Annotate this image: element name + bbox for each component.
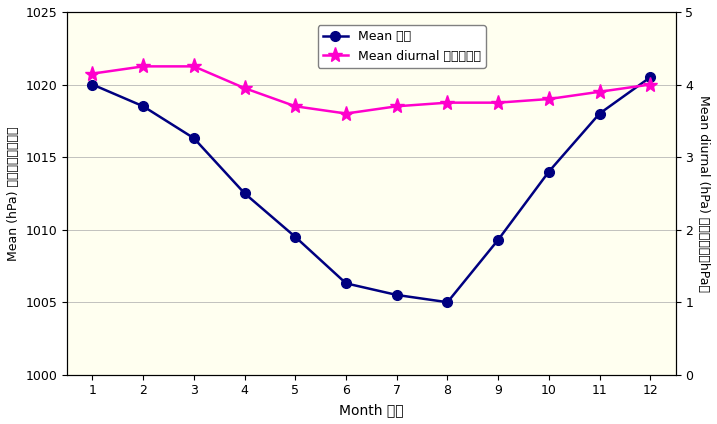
X-axis label: Month 月份: Month 月份	[339, 403, 404, 417]
Mean 平均	[545, 169, 554, 174]
Mean diurnal 平均日較差	[342, 111, 351, 116]
Legend: Mean 平均, Mean diurnal 平均日較差: Mean 平均, Mean diurnal 平均日較差	[318, 25, 486, 68]
Mean diurnal 平均日較差	[291, 104, 300, 109]
Mean 平均	[240, 191, 249, 196]
Mean diurnal 平均日較差	[545, 97, 554, 102]
Mean 平均	[443, 300, 452, 305]
Mean diurnal 平均日較差	[139, 64, 148, 69]
Mean 平均	[88, 82, 97, 87]
Mean diurnal 平均日較差	[240, 86, 249, 91]
Mean diurnal 平均日較差	[88, 71, 97, 76]
Mean diurnal 平均日較差	[595, 89, 604, 94]
Mean diurnal 平均日較差	[392, 104, 401, 109]
Mean 平均	[646, 75, 655, 80]
Line: Mean diurnal 平均日較差: Mean diurnal 平均日較差	[85, 59, 658, 121]
Mean diurnal 平均日較差	[494, 100, 503, 105]
Line: Mean 平均: Mean 平均	[87, 73, 655, 307]
Mean 平均	[392, 293, 401, 298]
Y-axis label: Mean diurnal (hPa) 平均日較差（hPa）: Mean diurnal (hPa) 平均日較差（hPa）	[697, 95, 710, 292]
Mean 平均	[291, 234, 300, 240]
Mean diurnal 平均日較差	[646, 82, 655, 87]
Mean diurnal 平均日較差	[443, 100, 452, 105]
Y-axis label: Mean (hPa) 平均（百帕斯卡）: Mean (hPa) 平均（百帕斯卡）	[7, 126, 20, 261]
Mean diurnal 平均日較差	[189, 64, 198, 69]
Mean 平均	[494, 237, 503, 243]
Mean 平均	[342, 281, 351, 286]
Mean 平均	[595, 111, 604, 116]
Mean 平均	[139, 104, 148, 109]
Mean 平均	[189, 136, 198, 141]
